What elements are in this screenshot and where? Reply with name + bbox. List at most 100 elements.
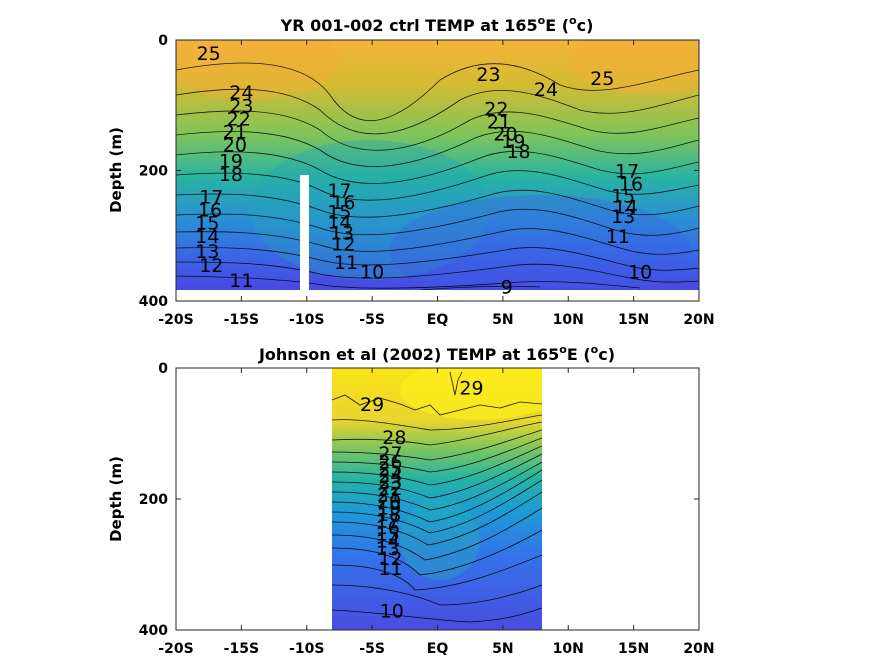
top-y-axis: 0 200 400 [139, 33, 699, 310]
x-tick-label: -10S [289, 641, 324, 656]
contour-label: 25 [378, 458, 402, 480]
contour-label: 15 [376, 524, 400, 546]
x-tick-label: 5N [492, 312, 513, 328]
contour-label: 11 [606, 226, 630, 248]
top-data-gap [300, 175, 309, 290]
x-tick-label: -15S [224, 641, 259, 656]
x-tick-label: -20S [158, 641, 193, 656]
contour-label: 17 [376, 511, 400, 533]
x-tick-label: 20N [683, 312, 714, 328]
bottom-y-axis: 0 200 400 [139, 361, 699, 639]
contour-label: 11 [378, 558, 402, 580]
contour-label: 15 [611, 185, 635, 207]
bottom-x-axis: -20S -15S -10S -5S EQ 5N 10N 15N 20N [158, 368, 715, 656]
contour-label: 21 [377, 484, 401, 506]
y-tick-label: 400 [139, 294, 168, 310]
bottom-contour-labels: 29 29 282726252423222120191817161514131211… [360, 378, 484, 623]
contour-label: 12 [331, 234, 355, 256]
contour-label: 10 [380, 600, 404, 622]
y-tick-label: 0 [158, 361, 168, 377]
x-tick-label: 10N [553, 312, 584, 328]
bottom-field-shading [332, 368, 542, 623]
contour-label: 14 [614, 196, 638, 218]
contour-label: 23 [229, 95, 253, 117]
contour-label: 25 [590, 68, 614, 90]
contour-label: 17 [327, 180, 351, 202]
bottom-y-axis-label: Depth (m) [107, 456, 125, 542]
contour-label: 13 [330, 222, 354, 244]
bottom-panel: Johnson et al (2002) TEMP at 165oE (oc) [107, 343, 715, 656]
contour-label: 24 [229, 82, 253, 104]
contour-label: 29 [459, 378, 483, 400]
top-panel: YR 001-002 ctrl TEMP at 165oE (oc) [107, 14, 715, 328]
contour-label: 10 [628, 262, 652, 284]
x-tick-label: -5S [359, 312, 385, 328]
contour-label: 24 [378, 465, 402, 487]
contour-label: 14 [195, 226, 219, 248]
contour-label: 26 [378, 452, 402, 474]
contour-label: 20 [223, 134, 247, 156]
contour-label: 18 [219, 164, 243, 186]
x-tick-label: -15S [224, 312, 259, 328]
contour-label: 20 [493, 123, 517, 145]
contour-label: 23 [476, 64, 500, 86]
x-tick-label: -5S [359, 641, 385, 656]
x-tick-label: EQ [427, 641, 449, 656]
top-plot-area: 2524232221201918171615141312111716151413… [175, 39, 700, 302]
contour-label: 22 [227, 108, 251, 130]
x-tick-label: 10N [553, 641, 584, 656]
contour-label: 13 [376, 538, 400, 560]
contour-label: 18 [506, 141, 530, 163]
x-tick-label: 20N [683, 641, 714, 656]
contour-label: 25 [197, 43, 221, 65]
contour-label: 19 [501, 131, 525, 153]
x-tick-label: 15N [618, 641, 649, 656]
contour-label: 15 [195, 213, 219, 235]
top-contour-labels: 2524232221201918171615141312111716151413… [195, 43, 652, 299]
contour-label: 16 [619, 174, 643, 196]
contour-label: 18 [377, 504, 401, 526]
y-tick-label: 0 [158, 33, 168, 49]
contour-label: 28 [382, 427, 406, 449]
contour-label: 20 [377, 491, 401, 513]
contour-label: 19 [377, 498, 401, 520]
contour-label: 23 [378, 471, 402, 493]
x-tick-label: -20S [158, 312, 193, 328]
top-field-shading [176, 40, 699, 290]
contour-label: 21 [223, 121, 247, 143]
contour-label: 24 [534, 79, 558, 101]
contour-label: 17 [615, 161, 639, 183]
contour-label: 12 [378, 548, 402, 570]
y-tick-label: 200 [139, 164, 168, 180]
y-tick-label: 200 [139, 492, 168, 508]
x-tick-label: -10S [289, 312, 324, 328]
top-panel-title: YR 001-002 ctrl TEMP at 165oE (oc) [280, 14, 594, 35]
top-field [176, 40, 699, 290]
contour-label: 16 [198, 200, 222, 222]
contour-label: 13 [611, 206, 635, 228]
contour-label: 17 [199, 187, 223, 209]
contour-label: 14 [327, 211, 351, 233]
contour-label: 22 [378, 478, 402, 500]
contour-label: 22 [484, 99, 508, 121]
contour-label: 10 [360, 262, 384, 284]
top-bottom-blank [176, 290, 699, 301]
contour-label: 13 [195, 241, 219, 263]
contour-label: 16 [331, 192, 355, 214]
contour-label: 29 [360, 394, 384, 416]
top-x-axis: -20S -15S -10S -5S EQ 5N 10N 15N 20N [158, 40, 715, 328]
contour-label: 16 [376, 517, 400, 539]
contour-label: 21 [487, 112, 511, 134]
x-tick-label: EQ [427, 312, 449, 328]
contour-label: 14 [376, 530, 400, 552]
bottom-plot-area: 29 29 282726252423222120191817161514131211… [175, 367, 700, 631]
contour-label: 12 [199, 255, 223, 277]
contour-label: 11 [334, 252, 358, 274]
contour-label: 19 [219, 151, 243, 173]
y-tick-label: 400 [139, 623, 168, 639]
contour-label: 27 [378, 443, 402, 465]
bottom-panel-title: Johnson et al (2002) TEMP at 165oE (oc) [258, 343, 615, 364]
x-tick-label: 5N [492, 641, 513, 656]
x-tick-label: 15N [618, 312, 649, 328]
